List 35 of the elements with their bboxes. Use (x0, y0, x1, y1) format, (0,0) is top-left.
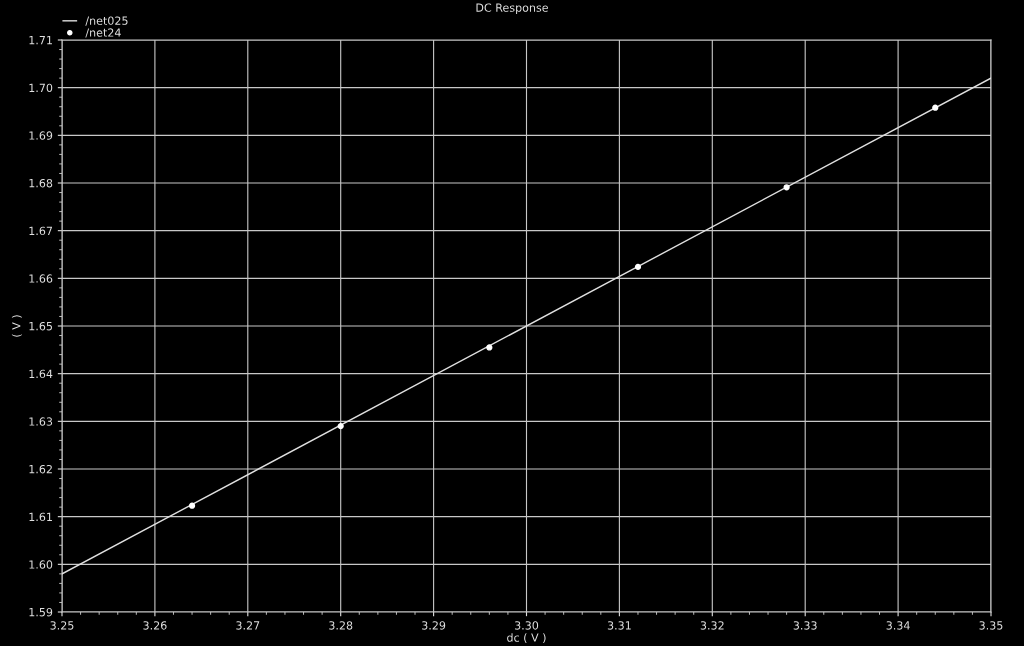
x-tick-label: 3.33 (793, 621, 817, 630)
point (337, 422, 344, 430)
y-axis-title: ( V ) (11, 315, 22, 337)
point (783, 184, 790, 191)
y-tick-label: 1.67 (29, 226, 53, 236)
y-tick-label: 1.70 (29, 83, 53, 93)
point (932, 104, 939, 111)
x-tick-label: 3.26 (143, 621, 167, 630)
y-tick-label: 1.69 (29, 131, 53, 140)
y-tick-label: 1.63 (29, 417, 53, 426)
x-tick-label: 3.27 (236, 621, 260, 630)
x-tick-label: 3.29 (422, 621, 446, 630)
x-tick-label: 3.35 (979, 621, 1003, 630)
y-tick-label: 1.65 (29, 321, 52, 331)
y-tick-label: 1.64 (29, 369, 53, 379)
chart-title: DC Response (476, 3, 549, 14)
y-tick-label: 1.59 (29, 607, 53, 617)
y-tick-label: 1.60 (29, 560, 53, 569)
x-tick-label: 3.31 (607, 621, 631, 630)
y-tick-label: 1.61 (29, 512, 52, 522)
x-axis-title: dc ( V ) (507, 633, 546, 644)
x-tick-label: 3.25 (50, 621, 74, 630)
y-tick-label: 1.68 (29, 178, 53, 188)
point (188, 502, 196, 509)
legend-label: /net025 (85, 16, 128, 26)
y-tick-label: 1.62 (29, 464, 52, 474)
x-tick-label: 3.28 (329, 621, 353, 630)
point (634, 263, 642, 270)
point (486, 344, 493, 351)
x-tick-label: 3.34 (886, 621, 910, 630)
x-tick-label: 3.32 (700, 621, 724, 630)
y-tick-label: 1.71 (29, 36, 52, 45)
legend-label: /net24 (85, 28, 121, 38)
x-tick-label: 3.30 (514, 621, 539, 630)
y-tick-label: 1.66 (29, 274, 53, 283)
